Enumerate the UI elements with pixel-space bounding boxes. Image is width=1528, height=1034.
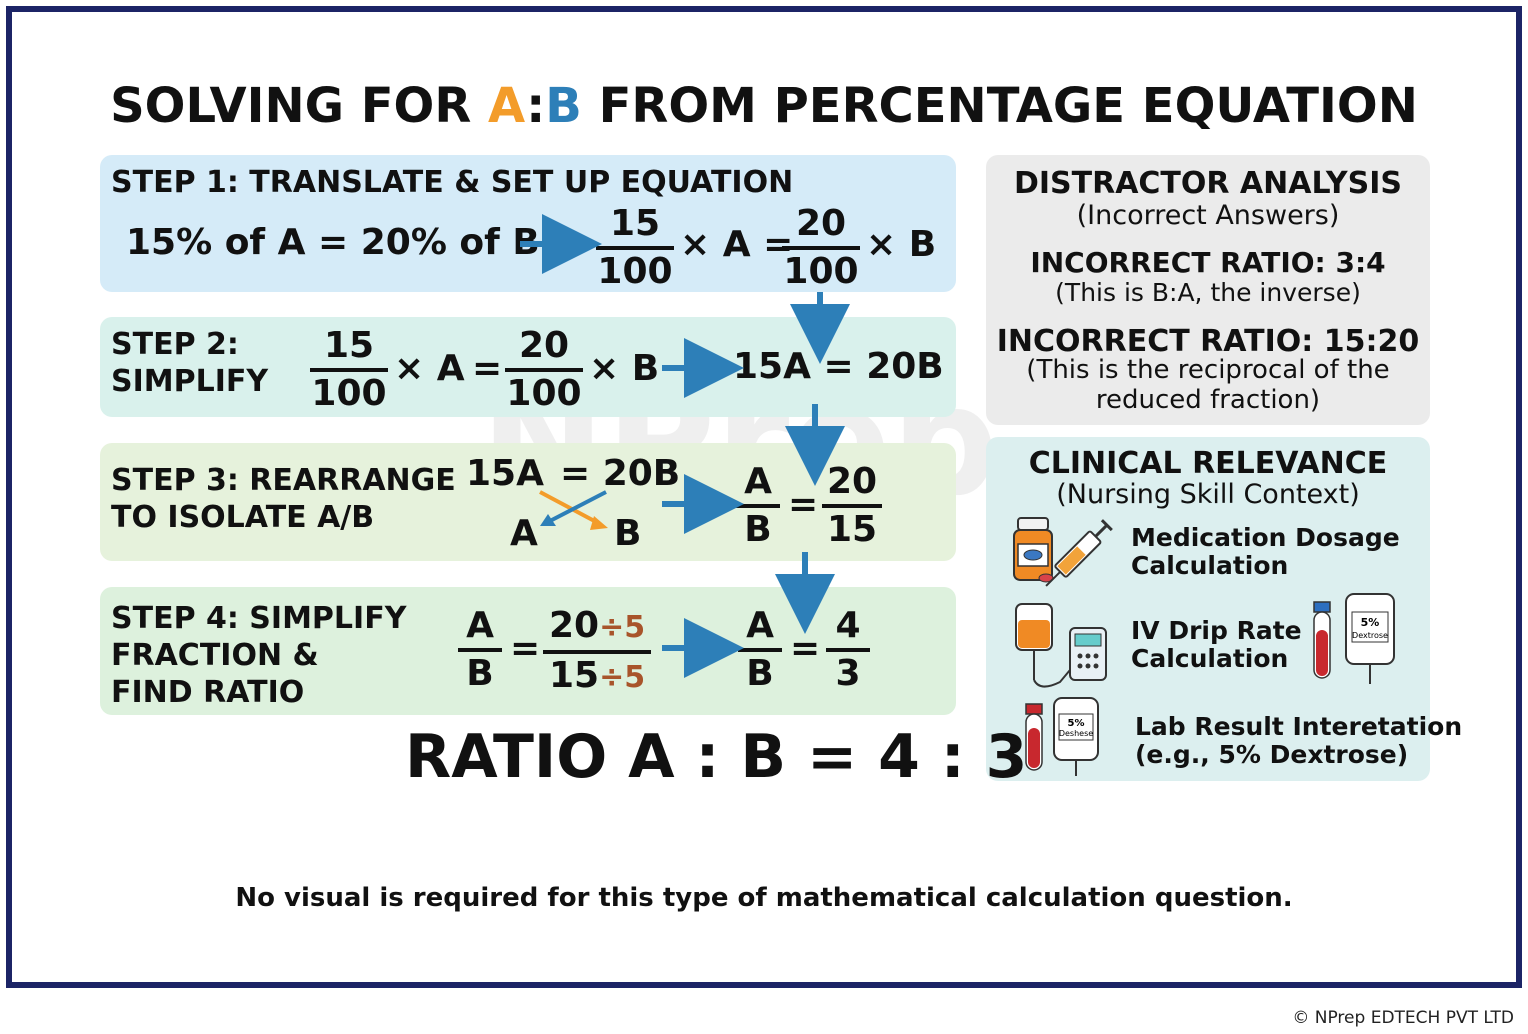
iv-bag-icon: 5% Dextrose xyxy=(1345,593,1395,684)
step1-statement: 15% of A = 20% of B xyxy=(126,222,540,263)
clinical-item-medication: Medication Dosage Calculation xyxy=(1131,523,1400,580)
distractor-subheading: (Incorrect Answers) xyxy=(1076,200,1340,231)
step2-times-b: × B xyxy=(589,348,660,389)
distractor-item2-title: INCORRECT RATIO: 15:20 xyxy=(996,324,1420,359)
blood-tube-icon xyxy=(1025,703,1043,771)
step3-equals: = xyxy=(788,484,819,525)
distractor-panel xyxy=(986,155,1430,425)
step3-top-left: 15A xyxy=(466,453,544,494)
copyright: © NPrep EDTECH PVT LTD xyxy=(1292,1008,1514,1028)
step1-fraction-1: 15 100 xyxy=(596,203,674,292)
step3-bottom-left: A xyxy=(510,513,538,554)
step1-mid: × A = xyxy=(680,224,794,265)
final-ratio: RATIO A : B = 4 : 3 xyxy=(405,722,1028,792)
step2-fraction-2: 20 100 xyxy=(505,325,583,414)
iv-bag-icon xyxy=(1015,603,1053,680)
pill-bottle-icon xyxy=(1013,517,1054,583)
page-title: SOLVING FOR A:B FROM PERCENTAGE EQUATION xyxy=(110,78,1418,134)
step3-bottom-right: B xyxy=(614,513,642,554)
clinical-item-lab: Lab Result Interetation (e.g., 5% Dextros… xyxy=(1135,712,1463,769)
infusion-pump-icon xyxy=(1033,627,1107,688)
step2-times-a: × A xyxy=(394,348,465,389)
step3-heading: STEP 3: REARRANGE TO ISOLATE A/B xyxy=(111,463,456,535)
distractor-item1-desc: (This is B:A, the inverse) xyxy=(1055,278,1361,307)
step2-equals: = xyxy=(472,348,503,389)
step1-heading: STEP 1: TRANSLATE & SET UP EQUATION xyxy=(111,165,794,200)
syringe-icon xyxy=(1045,519,1113,587)
svg-text:5%: 5% xyxy=(1361,616,1380,629)
footer-note: No visual is required for this type of m… xyxy=(235,883,1293,913)
clinical-item-iv-drip: IV Drip Rate Calculation xyxy=(1131,616,1302,673)
step2-fraction-1: 15 100 xyxy=(310,325,388,414)
iv-bag-icon: 5% Deshese xyxy=(1053,697,1099,776)
blood-tube-icon xyxy=(1313,601,1331,679)
distractor-item2-desc: (This is the reciprocal of the reduced fr… xyxy=(1026,355,1390,415)
svg-text:5%: 5% xyxy=(1068,718,1085,729)
step4-heading: STEP 4: SIMPLIFY FRACTION & FIND RATIO xyxy=(111,601,407,710)
clinical-subheading: (Nursing Skill Context) xyxy=(1056,479,1360,510)
step4-mid-fraction: 20÷5 15÷5 xyxy=(543,606,651,698)
step2-heading: STEP 2: SIMPLIFY xyxy=(111,327,269,399)
distractor-heading: DISTRACTOR ANALYSIS xyxy=(1013,166,1403,201)
step1-fraction-2: 20 100 xyxy=(782,203,860,292)
step1-panel xyxy=(100,155,956,292)
step4-equals: = xyxy=(510,628,541,669)
svg-text:Dextrose: Dextrose xyxy=(1352,631,1388,640)
cross-multiply-arrows xyxy=(539,490,608,530)
step1-tail: × B xyxy=(866,224,937,265)
svg-text:Deshese: Deshese xyxy=(1059,729,1093,738)
clinical-heading: CLINICAL RELEVANCE xyxy=(1028,446,1388,481)
step4-equals-2: = xyxy=(790,628,821,669)
step3-top-right: = 20B xyxy=(560,453,681,494)
distractor-item1-title: INCORRECT RATIO: 3:4 xyxy=(1030,246,1386,279)
